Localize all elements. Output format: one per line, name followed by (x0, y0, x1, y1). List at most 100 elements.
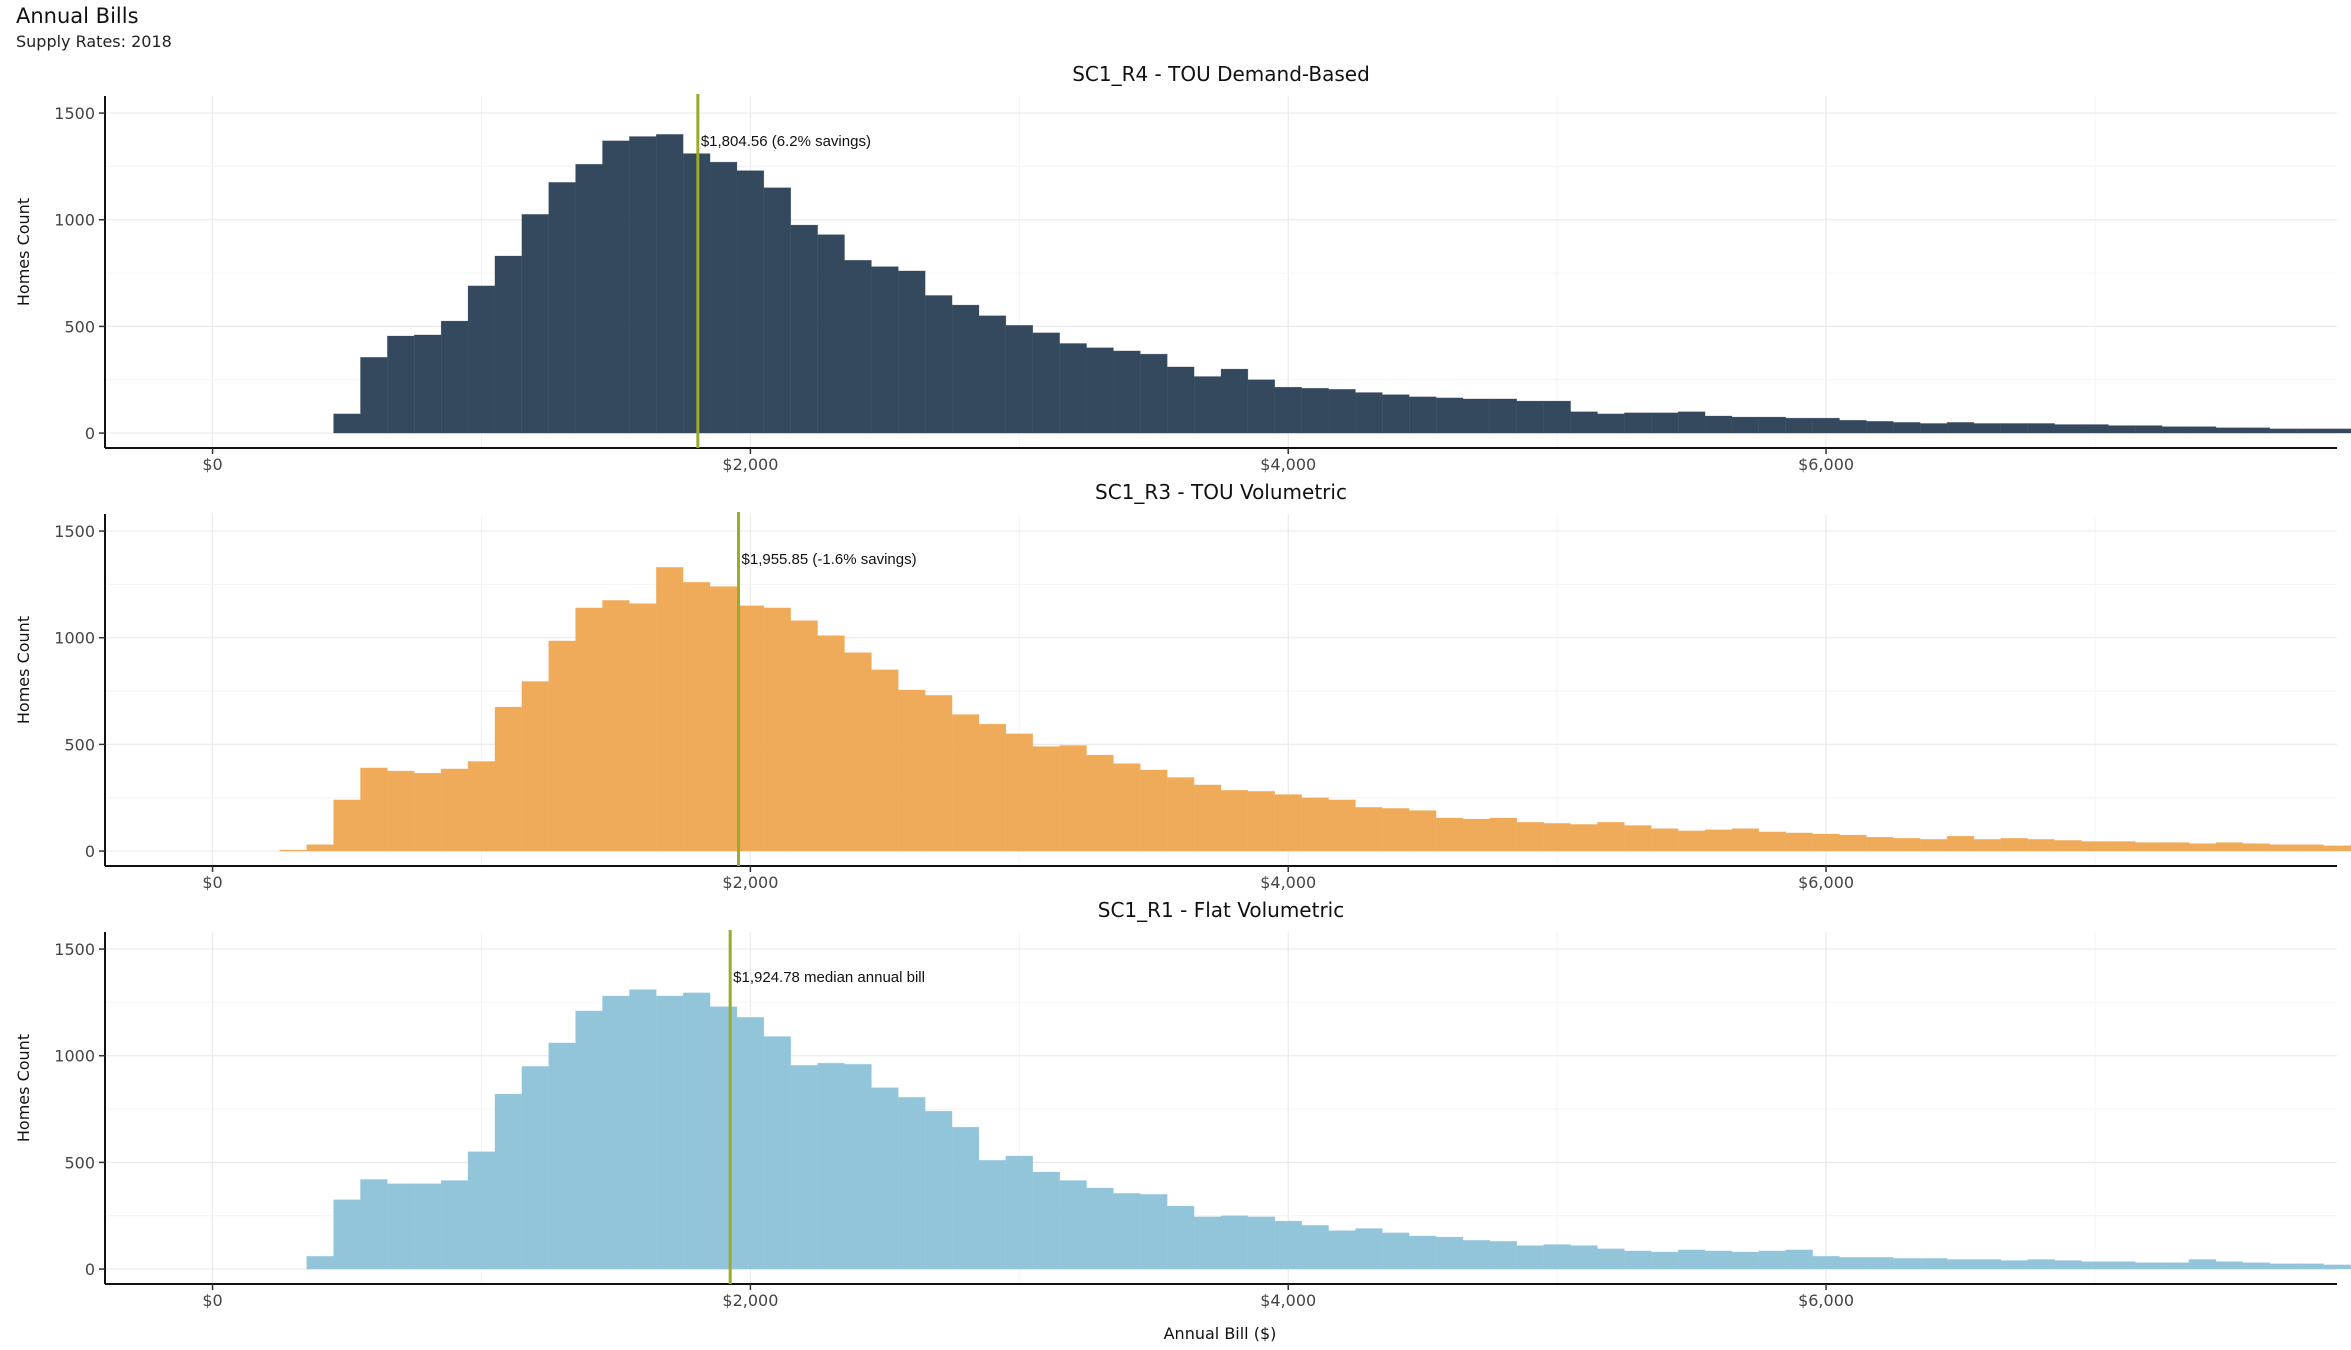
histogram-bar (682, 581, 711, 852)
histogram-bar (602, 995, 630, 1270)
histogram-bar (1785, 832, 1813, 852)
histogram-bar (387, 1183, 415, 1270)
histogram-bar (2054, 424, 2082, 434)
x-tick-label: $2,000 (722, 873, 778, 892)
histogram-bar (629, 603, 657, 852)
histogram-bar (1704, 1250, 1733, 1270)
y-tick-label: 0 (85, 424, 95, 443)
histogram-bar (1435, 397, 1464, 434)
histogram-bar (1301, 387, 1329, 434)
histogram-bar (1462, 398, 1491, 434)
histogram-bar (871, 669, 899, 852)
histogram-bar (2027, 423, 2055, 434)
histogram-bar (709, 1006, 738, 1270)
histogram-bar (1382, 394, 1410, 434)
histogram-bar (736, 170, 765, 434)
histogram-bar (1973, 423, 2002, 434)
x-tick-label: $4,000 (1260, 1291, 1316, 1310)
histogram-bar (360, 767, 388, 852)
y-tick-label: 1500 (54, 104, 95, 123)
histogram-bar (817, 234, 845, 434)
histogram-bar (1597, 413, 1625, 434)
histogram-bar (387, 335, 415, 434)
median-annotation: $1,924.78 median annual bill (733, 969, 925, 986)
histogram-bar (2242, 843, 2271, 852)
median-annotation: $1,804.56 (6.2% savings) (701, 133, 871, 150)
histogram-bar (898, 689, 926, 852)
histogram-bar (494, 1093, 523, 1270)
histogram-bar (1704, 415, 1733, 434)
histogram-bar (1946, 835, 1975, 852)
histogram-bar (1731, 416, 1760, 434)
histogram-bar (1086, 754, 1114, 852)
y-tick-label: 500 (64, 317, 95, 336)
histogram-bar (2000, 423, 2029, 434)
histogram-bar (467, 1151, 496, 1270)
histogram-bar (413, 772, 442, 852)
histogram-bar (440, 320, 469, 434)
x-axis-title: Annual Bill ($) (1164, 1324, 1277, 1343)
histogram-bar (1812, 1255, 1840, 1270)
histogram-bar (2000, 837, 2029, 852)
histogram-bar (1032, 746, 1060, 852)
histogram-bar (898, 1097, 926, 1270)
histogram-bar (1758, 416, 1787, 434)
panel-3: SC1_R1 - Flat Volumetric 0 500 1000 1500 $0 $2… (14, 898, 2351, 1310)
histogram-bar (1193, 376, 1222, 434)
histogram-bar (1247, 1216, 1276, 1270)
histogram-bar (602, 600, 630, 852)
histogram-bar (2296, 1263, 2324, 1270)
histogram-bar (1005, 733, 1034, 852)
histogram-bar (629, 136, 657, 434)
histogram-bar (1866, 836, 1894, 852)
histogram-bar (1892, 422, 1921, 434)
histogram-bar (2027, 1259, 2055, 1270)
histogram-bar (629, 989, 657, 1270)
histogram-bar (1543, 823, 1571, 852)
histogram-bar (2296, 844, 2324, 852)
histogram-bar (1704, 829, 1733, 852)
y-axis-title: Homes Count (14, 616, 33, 724)
histogram-bar (844, 1063, 872, 1270)
histogram-bar (2188, 1259, 2217, 1270)
x-tick-label: $0 (202, 455, 222, 474)
y-tick-label: 1500 (54, 940, 95, 959)
median-annotation: $1,955.85 (-1.6% savings) (742, 551, 917, 568)
histogram-bar (924, 695, 953, 852)
histogram-bar (1866, 421, 1894, 434)
histogram-bar (790, 224, 818, 434)
histogram-bar (871, 1087, 899, 1270)
histogram-bar (2000, 1260, 2029, 1270)
histogram-bar (2135, 1262, 2163, 1270)
histogram-bar (655, 567, 684, 852)
histogram-bar (1247, 791, 1276, 852)
histogram-bar (2081, 424, 2109, 434)
histogram-bar (2242, 427, 2271, 434)
histogram-bar (1193, 784, 1222, 852)
histogram-bar (1435, 1236, 1464, 1270)
histogram-bar (413, 334, 442, 434)
histogram-bar (1785, 1249, 1813, 1270)
histogram-bar (1328, 1230, 1356, 1270)
histogram-bar (2135, 842, 2163, 852)
histogram-bar (1032, 332, 1060, 434)
histogram-bar (1866, 1257, 1894, 1270)
histogram-bar (1328, 389, 1356, 434)
histogram-bar (736, 605, 765, 852)
panel-title: SC1_R3 - TOU Volumetric (1095, 480, 1347, 504)
histogram-bar (333, 413, 361, 434)
x-tick-label: $2,000 (722, 1291, 778, 1310)
histogram-bar (1220, 368, 1249, 434)
histogram-bar (440, 1180, 469, 1270)
histogram-bar (1919, 423, 1948, 434)
y-tick-label: 500 (64, 735, 95, 754)
histogram-bar (1624, 412, 1652, 434)
histogram-bar (548, 1042, 576, 1270)
histogram-bar (1650, 1251, 1679, 1270)
panel-title: SC1_R1 - Flat Volumetric (1098, 898, 1344, 922)
histogram-bar (2296, 428, 2324, 434)
histogram-bar (1140, 1194, 1168, 1270)
histogram-bar (790, 1065, 818, 1270)
histogram-bar (1597, 821, 1625, 852)
histogram-bar (1382, 1232, 1410, 1270)
